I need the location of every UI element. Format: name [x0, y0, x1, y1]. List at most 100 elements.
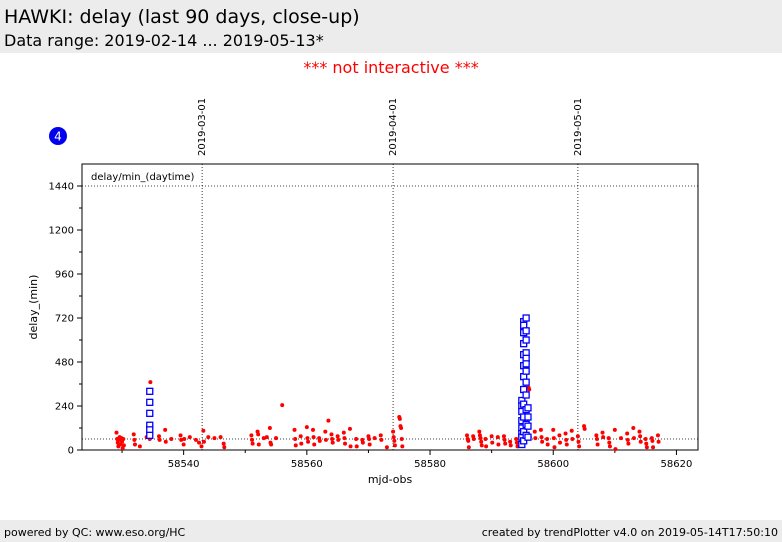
data-point	[538, 427, 543, 432]
outlier-point	[522, 391, 530, 399]
outlier-point	[522, 314, 530, 322]
data-point	[392, 443, 397, 448]
plot-frame	[81, 163, 699, 451]
data-point	[503, 441, 508, 446]
data-range-subtitle: Data range: 2019-02-14 ... 2019-05-13*	[4, 31, 324, 50]
outlier-point	[522, 378, 530, 386]
data-point	[594, 437, 599, 441]
y-tick-label: 1440	[49, 182, 74, 193]
data-point	[269, 442, 274, 447]
data-point	[656, 439, 661, 444]
data-point	[182, 437, 187, 441]
data-point	[576, 439, 581, 444]
y-axis-label: delay_(min)	[27, 275, 40, 340]
data-point	[330, 437, 335, 441]
page-badge	[49, 127, 67, 145]
y-tick-label: 480	[55, 358, 74, 369]
data-point	[606, 436, 611, 441]
data-point	[400, 444, 405, 449]
data-point	[218, 435, 223, 440]
data-point	[391, 429, 396, 434]
outlier-point	[146, 387, 154, 395]
footer-powered-by: powered by QC: www.eso.org/HC	[4, 526, 186, 539]
data-point	[613, 447, 618, 452]
x-tick-label: 58540	[168, 459, 200, 470]
data-point	[261, 436, 266, 441]
data-point	[625, 431, 630, 436]
data-point	[508, 443, 513, 448]
data-point	[341, 430, 346, 435]
data-point	[348, 444, 353, 449]
page-title: HAWKI: delay (last 90 days, close-up)	[4, 6, 360, 28]
data-point	[280, 403, 285, 408]
data-point	[169, 437, 174, 441]
data-point	[533, 436, 538, 441]
data-point	[132, 437, 137, 442]
data-point	[148, 380, 153, 385]
data-point	[317, 438, 322, 443]
data-point	[643, 437, 648, 441]
data-point	[299, 441, 304, 446]
data-point	[595, 442, 600, 447]
data-point	[379, 437, 384, 442]
x-tick-label: 58620	[661, 459, 693, 470]
data-point	[178, 433, 183, 438]
data-point	[378, 433, 383, 438]
data-point	[397, 416, 402, 421]
data-point	[137, 444, 142, 449]
footer-created-by: created by trendPlotter v4.0 on 2019-05-…	[481, 526, 778, 539]
data-point	[484, 444, 489, 449]
data-point	[551, 427, 556, 432]
data-point	[399, 437, 404, 441]
y-tick-label: 960	[55, 270, 74, 281]
outlier-point	[522, 336, 530, 344]
data-point	[256, 442, 261, 447]
data-point	[342, 436, 347, 441]
data-point	[256, 432, 261, 437]
date-marker-label: 2019-04-01	[388, 98, 399, 156]
data-point	[607, 444, 612, 449]
outlier-point	[146, 398, 154, 406]
data-point	[582, 426, 587, 431]
y-tick-label: 240	[55, 402, 74, 413]
data-point	[193, 437, 198, 442]
data-point	[187, 435, 192, 440]
data-point	[532, 429, 537, 434]
data-point	[199, 444, 204, 449]
data-point	[312, 442, 317, 447]
data-point	[197, 440, 202, 445]
data-point	[264, 435, 269, 440]
data-point	[293, 443, 298, 448]
footer-bar: powered by QC: www.eso.org/HC created by…	[0, 520, 782, 542]
data-point	[293, 437, 298, 441]
data-point	[545, 437, 550, 441]
plot-inset-label: delay/min_(daytime)	[91, 172, 194, 183]
outlier-point	[522, 327, 530, 335]
data-point	[347, 426, 352, 431]
data-point	[212, 436, 217, 441]
data-point	[625, 437, 630, 442]
data-point	[343, 441, 348, 446]
header-bar: HAWKI: delay (last 90 days, close-up) Da…	[0, 0, 782, 53]
x-tick-label: 58560	[291, 459, 323, 470]
data-point	[631, 426, 636, 430]
outlier-point	[524, 422, 532, 430]
data-point	[163, 439, 168, 444]
data-point	[527, 387, 532, 392]
data-point	[298, 434, 303, 439]
data-point	[552, 445, 557, 450]
data-point	[131, 432, 136, 437]
data-point	[221, 441, 226, 446]
data-point	[637, 429, 642, 434]
data-point	[326, 418, 331, 423]
data-point	[478, 436, 483, 441]
data-point	[490, 440, 495, 445]
outlier-point	[146, 409, 154, 417]
data-point	[650, 438, 655, 443]
y-tick-label: 0	[68, 446, 74, 457]
data-point	[619, 436, 623, 441]
data-point	[121, 443, 126, 448]
data-point	[367, 437, 372, 441]
data-point	[163, 427, 168, 432]
